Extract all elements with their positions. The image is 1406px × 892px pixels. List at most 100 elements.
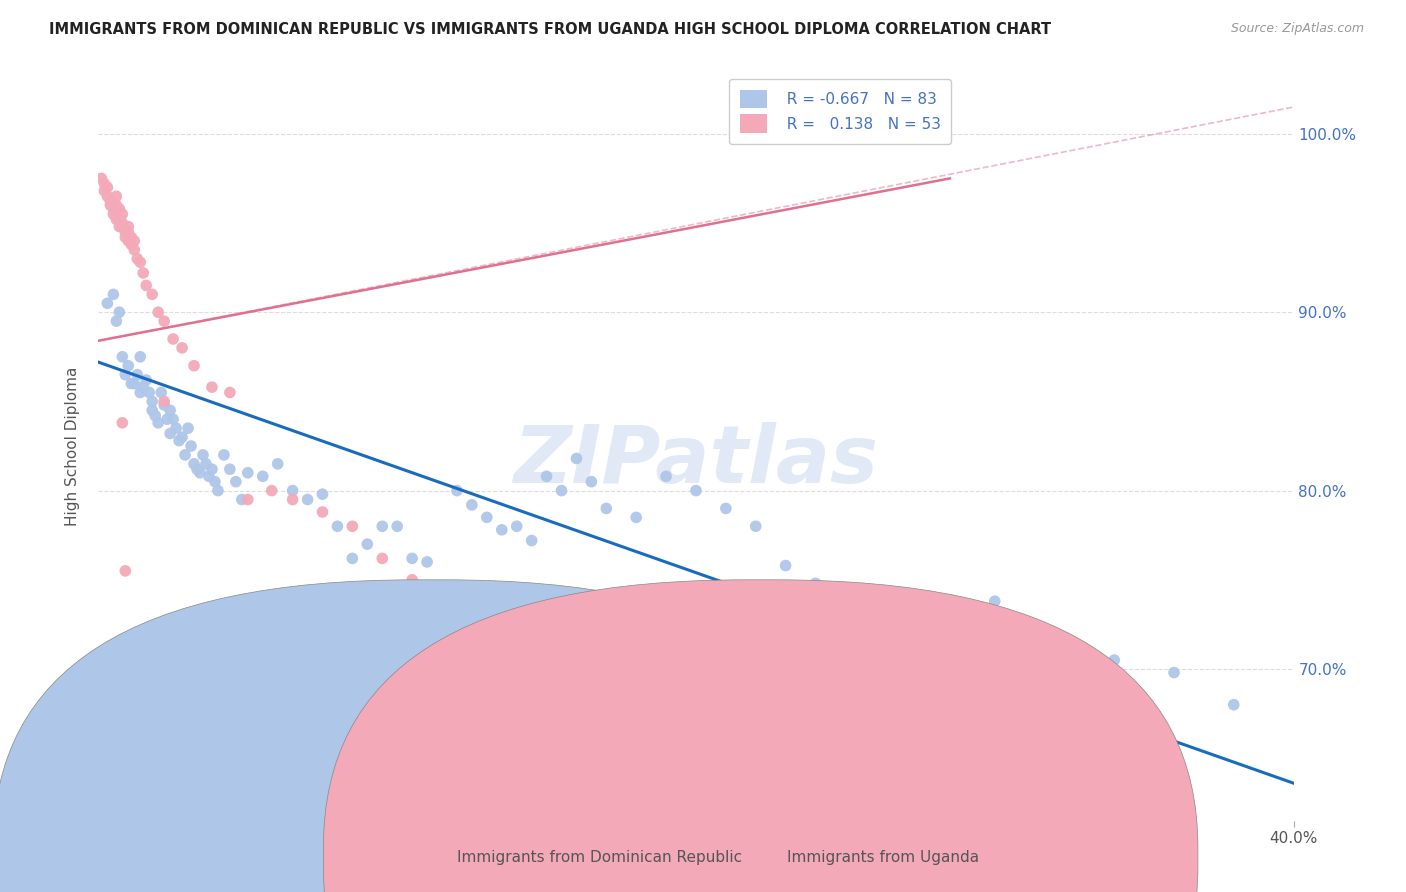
Text: IMMIGRANTS FROM DOMINICAN REPUBLIC VS IMMIGRANTS FROM UGANDA HIGH SCHOOL DIPLOMA: IMMIGRANTS FROM DOMINICAN REPUBLIC VS IM… [49,22,1052,37]
Point [103,202,125,216]
Point [1223,698,1246,712]
Point [225,475,247,489]
Point [108,202,131,216]
Point [111,216,134,230]
Point [174,448,197,462]
Point [581,648,603,662]
Point [177,421,200,435]
Point [342,551,364,566]
Point [108,219,131,234]
Point [127,252,149,266]
Point [401,573,423,587]
Point [124,234,146,248]
Point [117,225,139,239]
Point [93,177,115,191]
Point [311,487,333,501]
Point [114,368,136,382]
Point [98,198,122,212]
Point [219,385,242,400]
Text: ZIPatlas: ZIPatlas [513,422,879,500]
Point [90,171,112,186]
Point [114,225,136,239]
Point [267,457,290,471]
Point [461,498,484,512]
Point [252,469,274,483]
Point [156,412,179,426]
Point [565,451,588,466]
Point [138,385,160,400]
Point [159,403,181,417]
Point [117,219,139,234]
Point [93,184,115,198]
Point [655,469,678,483]
Point [108,305,131,319]
Point [117,234,139,248]
Text: Immigrants from Uganda: Immigrants from Uganda [787,850,980,864]
Point [105,198,128,212]
Point [745,519,768,533]
Point [685,483,707,498]
Point [475,510,498,524]
Point [326,519,349,533]
Point [120,376,142,391]
Point [111,219,134,234]
Point [108,212,131,227]
Point [714,501,737,516]
Point [984,594,1007,608]
Point [159,426,181,441]
Point [231,492,253,507]
Point [165,421,187,435]
Point [201,380,224,394]
Point [96,189,118,203]
Point [775,558,797,573]
Point [141,403,163,417]
Point [172,430,194,444]
Point [626,510,648,524]
Point [191,448,214,462]
Point [162,332,184,346]
Point [195,457,218,471]
Point [148,305,170,319]
Point [114,564,136,578]
Y-axis label: High School Diploma: High School Diploma [65,367,80,525]
Point [105,314,128,328]
Point [124,243,146,257]
Point [103,287,125,301]
Point [153,394,176,409]
Point [135,278,157,293]
Point [186,462,208,476]
Point [183,359,205,373]
Point [180,439,202,453]
Point [129,385,152,400]
Point [356,537,378,551]
Text: Immigrants from Dominican Republic: Immigrants from Dominican Republic [457,850,742,864]
Point [120,230,142,244]
Point [536,469,558,483]
Point [201,462,224,476]
Point [804,576,827,591]
Point [111,416,134,430]
Point [446,483,468,498]
Point [506,519,529,533]
Text: Source: ZipAtlas.com: Source: ZipAtlas.com [1230,22,1364,36]
Point [141,287,163,301]
Point [207,483,229,498]
Point [236,492,259,507]
Point [183,457,205,471]
Point [129,255,152,269]
Point [371,519,394,533]
Point [491,523,513,537]
Point [153,398,176,412]
Point [143,409,166,423]
Point [401,551,423,566]
Point [188,466,211,480]
Point [132,266,155,280]
Point [135,373,157,387]
Point [865,630,887,644]
Point [1043,630,1066,644]
Point [148,416,170,430]
Point [581,475,603,489]
Point [219,462,242,476]
Point [924,591,946,605]
Point [281,492,304,507]
